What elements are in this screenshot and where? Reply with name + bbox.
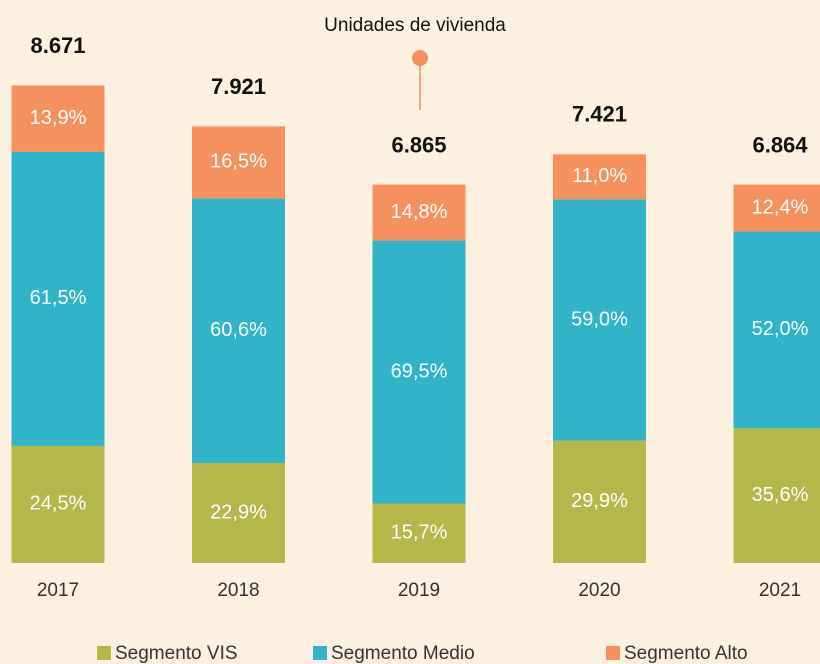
- segment-label: 69,5%: [391, 360, 448, 382]
- legend-label: Segmento Medio: [331, 643, 475, 664]
- segment-label: 12,4%: [752, 196, 809, 218]
- bar-segment: [553, 199, 646, 441]
- bar-segment: [192, 463, 285, 563]
- total-label: 6.865: [391, 132, 446, 157]
- bar-segment: [192, 126, 285, 199]
- bar-segment: [11, 85, 105, 152]
- bar-segment: [372, 503, 466, 563]
- bar-segment: [11, 151, 105, 446]
- segment-label: 24,5%: [30, 493, 87, 515]
- bar-segment: [192, 198, 285, 464]
- legend-swatch: [606, 646, 620, 660]
- x-tick-label: 2018: [217, 580, 259, 601]
- chart-title: Unidades de vivienda: [324, 15, 506, 36]
- legend-label: Segmento Alto: [624, 643, 748, 664]
- segment-label: 14,8%: [391, 201, 448, 223]
- segment-label: 59,0%: [571, 308, 628, 330]
- x-tick-label: 2021: [759, 580, 801, 601]
- bar-segment: [733, 184, 820, 232]
- segment-label: 13,9%: [30, 107, 87, 129]
- segment-label: 22,9%: [210, 501, 267, 523]
- total-label: 7.421: [572, 102, 627, 127]
- total-label: 8.671: [30, 33, 85, 58]
- bar-segment: [733, 428, 820, 563]
- segment-label: 52,0%: [752, 318, 809, 340]
- segment-label: 29,9%: [571, 490, 628, 512]
- total-label: 6.864: [752, 132, 808, 157]
- segment-label: 61,5%: [30, 287, 87, 309]
- total-label: 7.921: [211, 74, 266, 99]
- bar-segment: [553, 440, 646, 563]
- x-tick-label: 2019: [398, 580, 440, 601]
- bar-segment: [733, 231, 820, 429]
- title-dot: [412, 50, 428, 66]
- bar-segment: [11, 445, 105, 563]
- bar-segment: [372, 184, 466, 241]
- segment-label: 60,6%: [210, 319, 267, 341]
- x-tick-label: 2017: [37, 580, 79, 601]
- segment-label: 11,0%: [572, 165, 627, 187]
- bar-segment: [372, 240, 466, 504]
- segment-label: 16,5%: [210, 151, 267, 173]
- legend-swatch: [97, 646, 111, 660]
- x-tick-label: 2020: [578, 580, 620, 601]
- legend-label: Segmento VIS: [115, 643, 238, 664]
- bar-segment: [553, 154, 646, 200]
- legend-swatch: [313, 646, 327, 660]
- segment-label: 35,6%: [752, 484, 809, 506]
- segment-label: 15,7%: [391, 522, 448, 544]
